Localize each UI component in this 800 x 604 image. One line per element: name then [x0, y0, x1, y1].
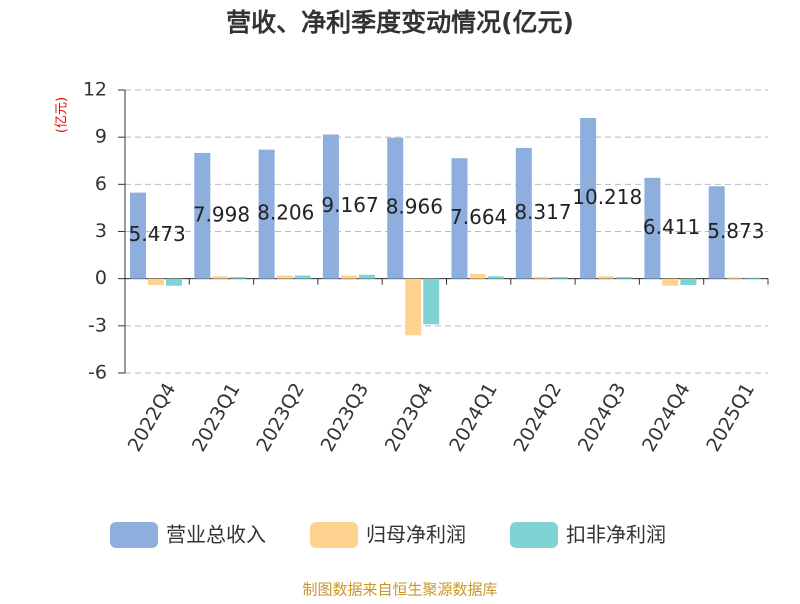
y-axis-label: (亿元) [55, 97, 70, 133]
bar [358, 274, 375, 279]
legend-label: 扣非净利润 [566, 523, 666, 547]
bar [230, 277, 247, 279]
bar [744, 277, 761, 279]
bar [487, 276, 504, 279]
value-label: 8.966 [386, 195, 443, 219]
bar [148, 278, 164, 285]
bar [294, 275, 311, 279]
x-tick-label: 2024Q1 [445, 379, 502, 455]
bar [451, 158, 468, 279]
value-label: 6.411 [643, 215, 700, 239]
bar [212, 276, 229, 279]
bar [580, 118, 597, 279]
x-tick-label: 2023Q4 [381, 379, 438, 455]
value-label: 5.873 [707, 219, 764, 243]
y-tick-label: 12 [83, 79, 107, 101]
bar [276, 275, 293, 279]
y-tick-label: -3 [88, 314, 107, 336]
value-label: 9.167 [321, 193, 378, 217]
bar [130, 192, 146, 279]
bar [405, 278, 422, 336]
x-tick-label: 2024Q4 [638, 379, 695, 455]
y-tick-label: 3 [95, 220, 107, 242]
x-tick-label: 2022Q4 [124, 379, 181, 455]
bar [166, 278, 182, 286]
y-tick-label: -6 [88, 362, 107, 384]
legend-label: 营业总收入 [166, 523, 266, 547]
bar [322, 134, 339, 279]
x-tick-label: 2023Q3 [317, 379, 374, 455]
y-tick-label: 0 [95, 267, 107, 289]
bar [598, 276, 615, 279]
bar [644, 177, 661, 279]
x-tick-label: 2023Q1 [188, 379, 245, 455]
bar [726, 277, 743, 279]
x-tick-label: 2025Q1 [702, 379, 759, 455]
x-tick-label: 2023Q2 [252, 379, 309, 455]
bar [340, 275, 357, 279]
value-label: 5.473 [129, 222, 186, 246]
legend-swatch [310, 522, 358, 548]
value-label: 7.664 [450, 205, 507, 229]
bar [680, 278, 697, 285]
bar [662, 278, 679, 286]
legend-swatch [110, 522, 158, 548]
y-tick-label: 9 [95, 126, 107, 148]
value-label: 7.998 [193, 202, 250, 226]
x-tick-label: 2024Q2 [509, 379, 566, 455]
bar [258, 149, 275, 279]
value-label: 10.218 [572, 185, 642, 209]
bar [533, 277, 550, 279]
chart-title: 营收、净利季度变动情况(亿元) [226, 8, 574, 37]
x-tick-label: 2024Q3 [574, 379, 631, 455]
bar [708, 186, 725, 279]
bar [423, 278, 440, 325]
bar [616, 277, 633, 279]
y-tick-label: 6 [95, 173, 107, 195]
value-label: 8.317 [514, 200, 571, 224]
bar [551, 277, 568, 279]
bar [515, 147, 532, 279]
source-note: 制图数据来自恒生聚源数据库 [302, 581, 497, 599]
bar [469, 273, 486, 279]
legend-swatch [510, 522, 558, 548]
value-label: 8.206 [257, 201, 314, 225]
bar [194, 152, 211, 279]
legend-label: 归母净利润 [366, 523, 466, 547]
bar [387, 137, 404, 279]
